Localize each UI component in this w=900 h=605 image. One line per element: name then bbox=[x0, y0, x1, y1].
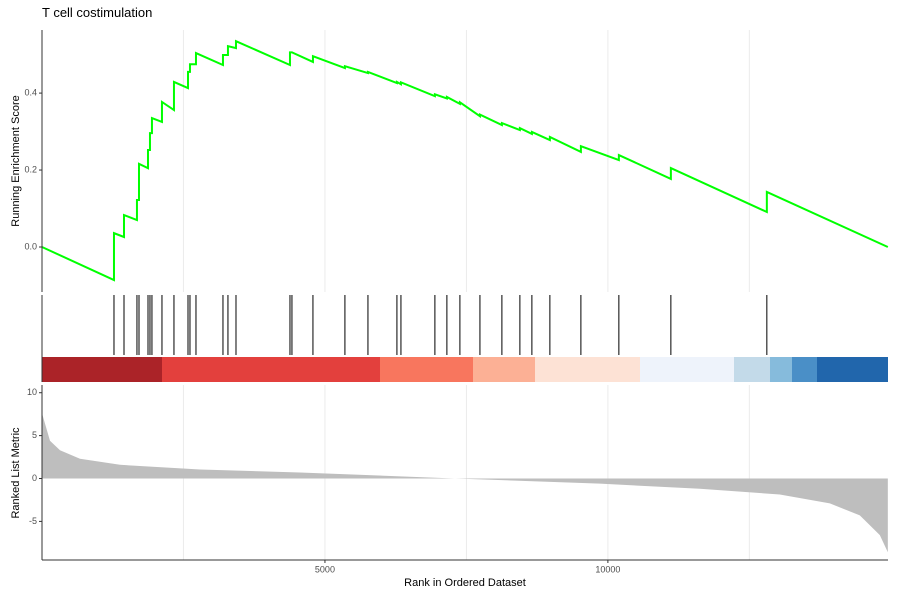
chart-title: T cell costimulation bbox=[42, 5, 152, 20]
x-tick-label: 10000 bbox=[595, 564, 620, 574]
y-tick-label: -5 bbox=[29, 516, 37, 526]
axes bbox=[41, 30, 888, 561]
x-axis-label: Rank in Ordered Dataset bbox=[404, 577, 526, 589]
metric-area bbox=[42, 413, 888, 553]
enrichment-line bbox=[41, 39, 889, 282]
y-tick-label: 5 bbox=[32, 430, 37, 440]
y-axis-label: Running Enrichment Score bbox=[10, 95, 22, 226]
color-bar bbox=[42, 357, 888, 382]
y-tick-label: 0.4 bbox=[24, 87, 37, 97]
y-tick-label: 0 bbox=[32, 473, 37, 483]
x-tick-label: 5000 bbox=[315, 564, 335, 574]
y-tick-label: 10 bbox=[27, 387, 37, 397]
y-axis-label: Ranked List Metric bbox=[10, 427, 22, 519]
y-tick-label: 0.2 bbox=[24, 164, 37, 174]
y-tick-label: 0.0 bbox=[24, 241, 37, 251]
